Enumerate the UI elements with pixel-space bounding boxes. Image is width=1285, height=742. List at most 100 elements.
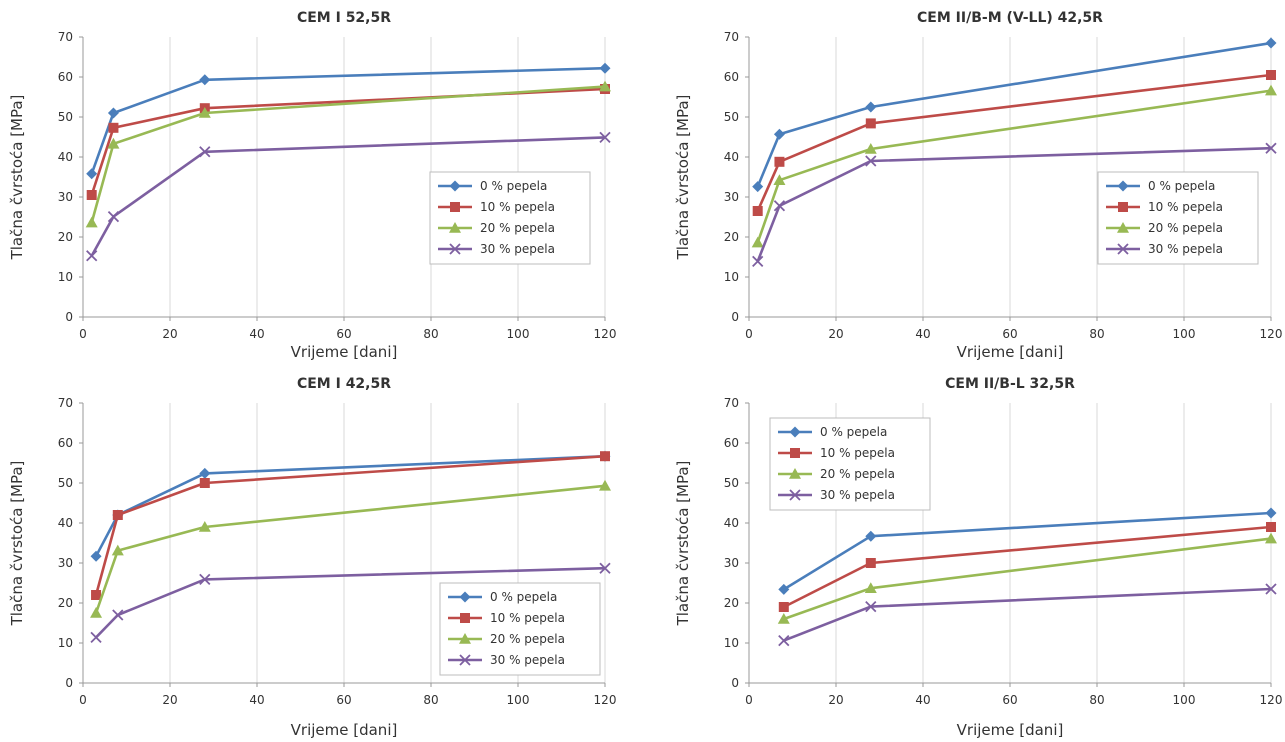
legend-marker bbox=[449, 222, 461, 233]
data-point bbox=[865, 530, 877, 542]
data-point bbox=[752, 181, 764, 193]
x-tick-label: 0 bbox=[745, 327, 753, 341]
data-point bbox=[752, 206, 763, 216]
y-tick-label: 60 bbox=[724, 436, 739, 450]
x-tick-label: 60 bbox=[1002, 327, 1017, 341]
y-tick-label: 10 bbox=[58, 636, 73, 650]
x-tick-label: 80 bbox=[1089, 693, 1104, 707]
legend-marker bbox=[1117, 180, 1129, 192]
legend-entry: 0 % pepela bbox=[438, 179, 547, 193]
legend-label: 10 % pepela bbox=[490, 611, 565, 625]
legend-entry: 10 % pepela bbox=[1106, 200, 1223, 214]
data-point bbox=[107, 137, 120, 149]
x-tick-label: 120 bbox=[594, 327, 617, 341]
y-tick-label: 40 bbox=[58, 516, 73, 530]
y-axis-label: Tlačna čvrstoća [MPa] bbox=[8, 461, 26, 627]
data-point bbox=[599, 479, 611, 491]
x-tick-label: 60 bbox=[1002, 693, 1017, 707]
data-point bbox=[90, 607, 103, 618]
y-tick-label: 10 bbox=[724, 270, 739, 284]
data-point bbox=[778, 583, 790, 595]
data-point bbox=[778, 634, 790, 647]
x-tick-label: 0 bbox=[79, 693, 87, 707]
series-line bbox=[95, 566, 606, 639]
y-tick-label: 70 bbox=[58, 396, 73, 410]
y-tick-label: 40 bbox=[58, 150, 73, 164]
x-axis-label: Vrijeme [dani] bbox=[291, 343, 398, 361]
legend: 0 % pepela 10 % pepela 20 % pepela 30 % pep… bbox=[769, 417, 931, 511]
series-line bbox=[756, 73, 1272, 212]
legend-entry: 10 % pepela bbox=[448, 611, 565, 625]
legend-label: 30 % pepela bbox=[820, 488, 895, 502]
chart-title: CEM II/B-M (V-LL) 42,5R bbox=[917, 10, 1103, 26]
y-tick-label: 0 bbox=[65, 676, 73, 690]
y-tick-label: 30 bbox=[58, 190, 73, 204]
y-tick-label: 10 bbox=[724, 636, 739, 650]
data-point bbox=[107, 210, 120, 223]
legend-label: 30 % pepela bbox=[490, 653, 565, 667]
legend-label: 20 % pepela bbox=[480, 221, 555, 235]
legend-label: 20 % pepela bbox=[490, 632, 565, 646]
data-point bbox=[865, 558, 876, 568]
legend-entry: 0 % pepela bbox=[1106, 179, 1215, 193]
series-4 bbox=[778, 583, 1277, 647]
x-tick-label: 40 bbox=[915, 327, 930, 341]
x-tick-label: 120 bbox=[1260, 693, 1283, 707]
data-point bbox=[199, 478, 210, 488]
data-point bbox=[112, 609, 124, 621]
data-point bbox=[1265, 532, 1277, 544]
y-tick-label: 60 bbox=[724, 70, 739, 84]
legend-label: 20 % pepela bbox=[820, 467, 895, 481]
x-tick-label: 100 bbox=[507, 693, 530, 707]
x-tick-label: 20 bbox=[162, 327, 177, 341]
legend-label: 0 % pepela bbox=[480, 179, 547, 193]
data-point bbox=[865, 600, 877, 613]
series-line bbox=[90, 85, 606, 223]
y-tick-label: 50 bbox=[58, 110, 73, 124]
legend-marker bbox=[790, 448, 800, 458]
legend-marker bbox=[459, 591, 471, 603]
data-point bbox=[599, 80, 611, 92]
legend-entry: 10 % pepela bbox=[438, 200, 555, 214]
y-tick-label: 20 bbox=[724, 230, 739, 244]
x-tick-label: 40 bbox=[249, 693, 264, 707]
series-3 bbox=[777, 532, 1277, 624]
y-tick-label: 10 bbox=[58, 270, 73, 284]
y-tick-label: 20 bbox=[58, 596, 73, 610]
legend-marker bbox=[460, 613, 470, 623]
legend-marker bbox=[450, 202, 460, 212]
data-point bbox=[111, 544, 124, 556]
chart-panel-4: 0 10 20 30 40 50 60 70 0 20 40 60 80 100 120 CEM II/B-L… bbox=[674, 376, 1282, 739]
y-tick-label: 0 bbox=[731, 310, 739, 324]
x-tick-label: 20 bbox=[828, 327, 843, 341]
y-tick-label: 70 bbox=[58, 30, 73, 44]
legend-entry: 30 % pepela bbox=[1106, 242, 1223, 256]
series-line bbox=[756, 89, 1272, 244]
data-point bbox=[107, 107, 119, 119]
y-tick-label: 50 bbox=[724, 476, 739, 490]
data-point bbox=[1265, 142, 1277, 154]
series-line bbox=[90, 136, 606, 257]
data-point bbox=[90, 631, 102, 644]
legend-entry: 20 % pepela bbox=[438, 221, 555, 235]
data-point bbox=[751, 236, 764, 248]
data-point bbox=[600, 451, 610, 462]
data-point bbox=[1265, 507, 1277, 519]
legend-label: 0 % pepela bbox=[490, 590, 557, 604]
x-axis-label: Vrijeme [dani] bbox=[957, 721, 1064, 739]
x-tick-label: 100 bbox=[507, 327, 530, 341]
series-line bbox=[94, 454, 606, 557]
data-point bbox=[108, 122, 119, 133]
x-tick-label: 120 bbox=[1260, 327, 1283, 341]
series-line bbox=[90, 66, 606, 175]
y-tick-label: 20 bbox=[724, 596, 739, 610]
y-tick-label: 30 bbox=[724, 556, 739, 570]
legend-label: 20 % pepela bbox=[1148, 221, 1223, 235]
series-4 bbox=[90, 562, 611, 644]
chart-title: CEM I 52,5R bbox=[297, 10, 391, 26]
legend-entry: 20 % pepela bbox=[778, 467, 895, 481]
series-line bbox=[783, 511, 1272, 591]
data-point bbox=[1266, 70, 1276, 80]
data-point bbox=[199, 573, 211, 586]
